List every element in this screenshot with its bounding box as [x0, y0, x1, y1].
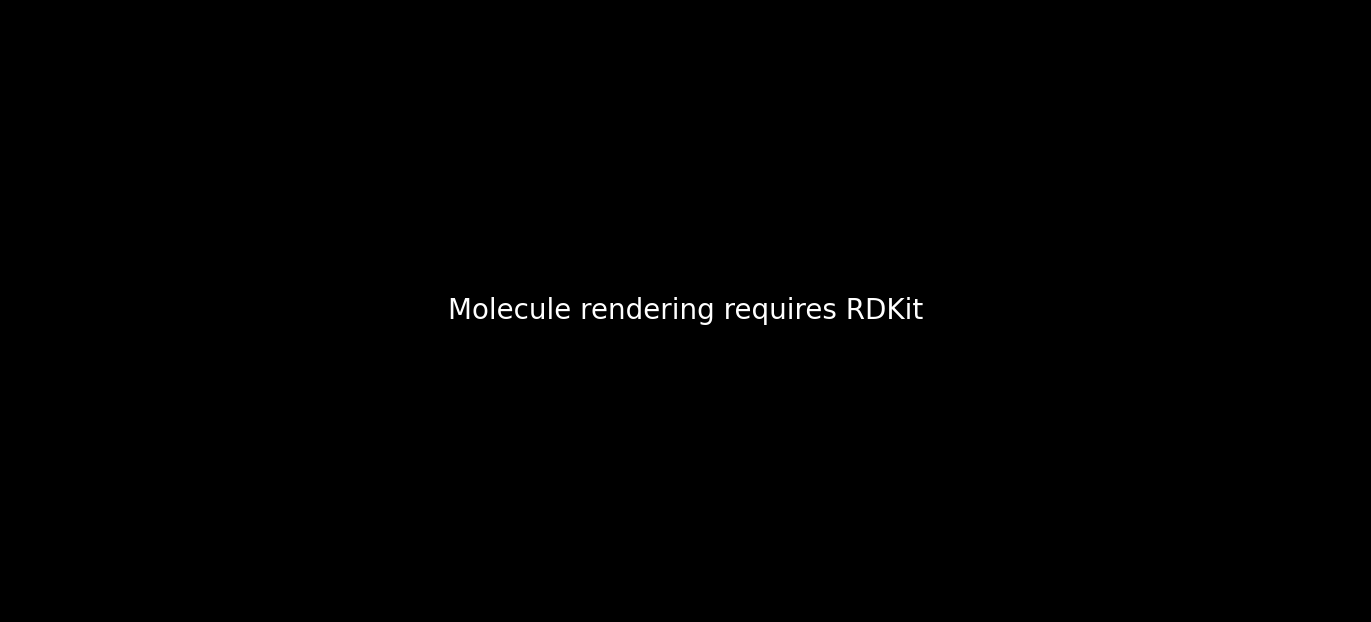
Text: Molecule rendering requires RDKit: Molecule rendering requires RDKit — [448, 297, 923, 325]
